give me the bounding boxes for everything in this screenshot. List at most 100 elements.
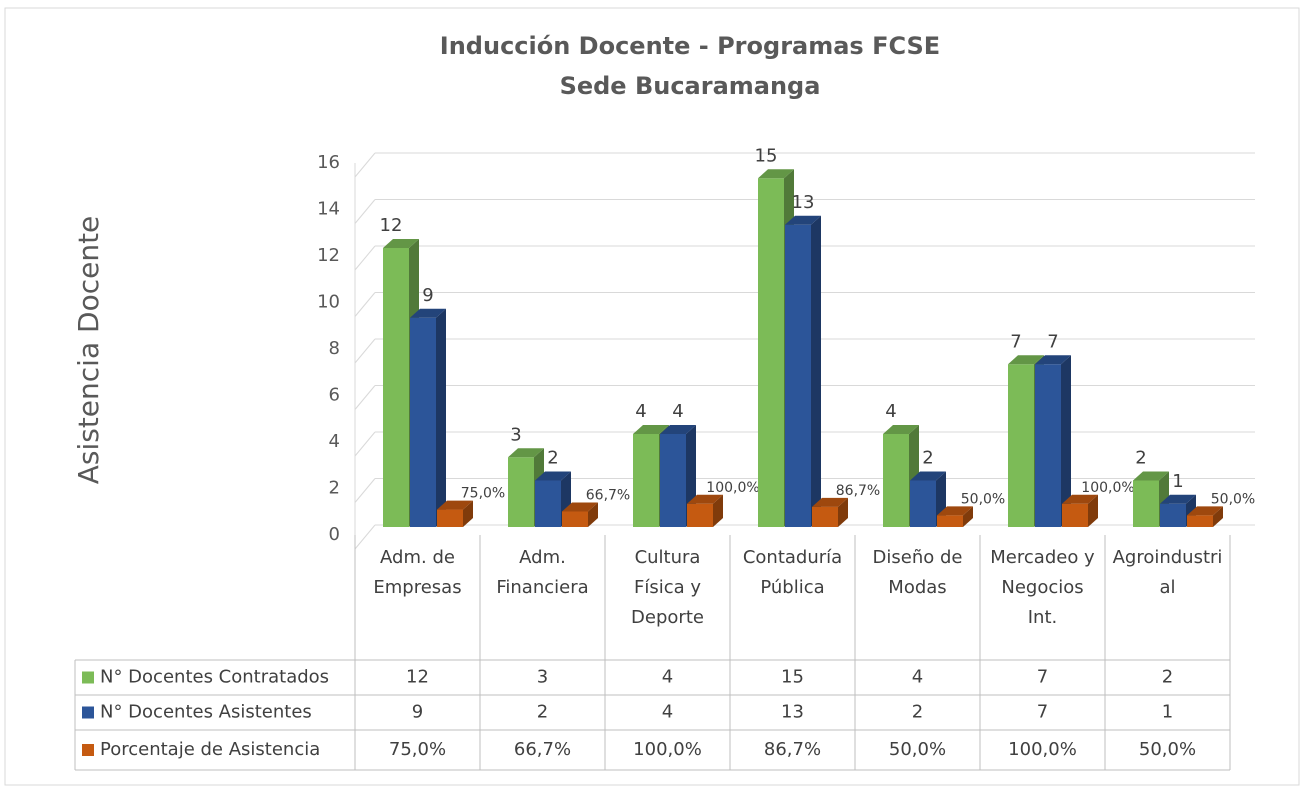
bar-side <box>436 308 446 527</box>
chart-subtitle: Sede Bucaramanga <box>560 72 821 100</box>
data-label: 2 <box>547 448 558 469</box>
grid-line <box>354 245 376 271</box>
bar-face <box>660 434 686 527</box>
y-tick-label: 16 <box>317 152 340 173</box>
bar-top <box>883 425 919 434</box>
data-label: 100,0% <box>1081 480 1134 496</box>
bar <box>785 215 821 527</box>
bar-face <box>1187 515 1213 527</box>
table-cell: 2 <box>537 702 548 723</box>
bar-face <box>883 434 909 527</box>
bar-top <box>1160 494 1196 504</box>
data-label: 2 <box>922 448 933 469</box>
data-label: 75,0% <box>461 486 505 502</box>
table-cell: 100,0% <box>1008 739 1077 760</box>
bar-top <box>687 494 723 504</box>
chart-border <box>4 7 1300 786</box>
y-tick-label: 2 <box>329 478 340 499</box>
data-label: 3 <box>510 424 521 445</box>
bar-face <box>437 509 463 527</box>
bar-face <box>687 503 713 527</box>
bar-top <box>562 502 598 512</box>
bar-top <box>437 500 473 510</box>
bar-side <box>1213 506 1223 527</box>
bar-face <box>937 515 963 527</box>
bar <box>1035 355 1071 527</box>
data-label: 7 <box>1047 331 1058 352</box>
bar-face <box>633 434 659 527</box>
bar-face <box>410 317 436 527</box>
data-label: 15 <box>755 145 778 166</box>
table-cell: 9 <box>412 702 423 723</box>
bar-face <box>383 248 409 527</box>
bar-face <box>785 224 811 527</box>
bar <box>812 497 848 527</box>
table-cell: 7 <box>1037 702 1048 723</box>
y-tick-label: 12 <box>317 245 340 266</box>
data-label: 1 <box>1172 471 1183 492</box>
bar-face <box>910 480 936 527</box>
table-cell: 4 <box>662 667 673 688</box>
bar <box>562 502 598 527</box>
grid-line <box>354 524 376 550</box>
bar-face <box>1160 503 1186 527</box>
grid-line <box>354 478 376 503</box>
y-axis-title: Asistencia Docente <box>72 216 105 485</box>
data-label: 50,0% <box>1211 491 1255 507</box>
table-cell: 100,0% <box>633 739 702 760</box>
legend-swatch <box>82 744 94 756</box>
x-tick-label: Agroindustrial <box>1112 547 1223 598</box>
data-label: 12 <box>380 215 403 236</box>
bar-face <box>562 511 588 527</box>
y-tick-label: 8 <box>329 338 340 359</box>
bar-top <box>535 471 571 481</box>
grid-line <box>354 292 376 317</box>
x-tick-label: Adm. de Empresas <box>373 547 462 598</box>
bar <box>437 500 473 527</box>
bar-face <box>758 178 784 527</box>
bar-top <box>758 169 794 179</box>
data-label: 4 <box>635 401 646 422</box>
bar <box>1187 506 1223 527</box>
bar-side <box>963 506 973 527</box>
bar-top <box>633 425 669 434</box>
bar-side <box>713 494 723 527</box>
bar-top <box>785 215 821 225</box>
bar-top <box>1187 506 1223 516</box>
legend-label: N° Docentes Contratados <box>100 667 329 688</box>
legend-label: N° Docentes Asistentes <box>100 702 312 723</box>
table-cell: 75,0% <box>389 739 446 760</box>
bar-top <box>383 239 419 248</box>
bar-face <box>1008 364 1034 527</box>
data-label: 13 <box>792 192 815 213</box>
x-tick-label: Mercadeo y Negocios Int. <box>990 547 1095 628</box>
bar <box>1062 494 1098 527</box>
bar-top <box>1062 494 1098 504</box>
data-label: 100,0% <box>706 480 759 496</box>
data-label: 9 <box>422 285 433 306</box>
data-label: 7 <box>1010 331 1021 352</box>
table-cell: 15 <box>781 667 804 688</box>
bar-top <box>660 425 696 434</box>
data-label: 50,0% <box>961 491 1005 507</box>
bar-side <box>811 215 821 527</box>
table-cell: 1 <box>1162 702 1173 723</box>
bar-top <box>1008 355 1044 365</box>
grid-line <box>354 199 376 224</box>
table-cell: 66,7% <box>514 739 571 760</box>
bar-top <box>508 448 544 458</box>
legend-label: Porcentaje de Asistencia <box>100 739 320 760</box>
grid-line <box>354 152 376 178</box>
bar-top <box>910 471 946 481</box>
table-cell: 4 <box>912 667 923 688</box>
bar-face <box>812 506 838 527</box>
chart-title: Inducción Docente - Programas FCSE <box>440 32 940 60</box>
table-cell: 12 <box>406 667 429 688</box>
table-cell: 50,0% <box>1139 739 1196 760</box>
bar-top <box>812 497 848 507</box>
grid-line <box>354 385 376 410</box>
x-tick-label: Diseño de Modas <box>872 547 963 598</box>
bar-top <box>937 506 973 516</box>
bar <box>410 308 446 527</box>
